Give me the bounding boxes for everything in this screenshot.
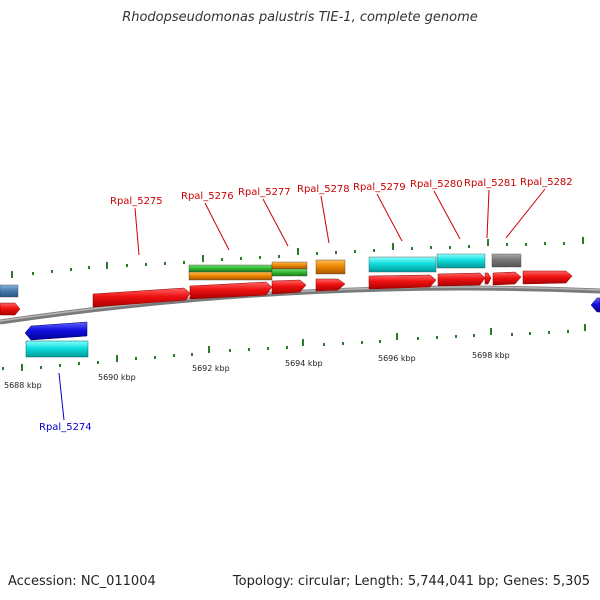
scale-label: 5694 kbp [285,359,323,368]
leader-line-rpal-5280 [433,190,461,240]
gene-label-rpal-5278[interactable]: Rpal_5278 [297,184,350,195]
gene-arrow-red[interactable] [437,272,486,287]
leader-line-rpal-5274 [58,372,65,421]
feature-bar-steel[interactable] [0,284,19,298]
feature-row-upper [0,253,522,298]
reverse-strand-genes [24,297,600,358]
feature-bar-gray[interactable] [491,253,522,268]
gene-arrow-blue[interactable] [590,297,600,313]
leader-line-rpal-5275 [134,207,140,256]
scale-label: 5698 kbp [472,351,510,360]
gene-arrow-red[interactable] [522,270,573,285]
gene-label-rpal-5282[interactable]: Rpal_5282 [520,177,573,188]
leader-line-rpal-5278 [320,195,330,244]
feature-bar-orange[interactable] [271,261,308,270]
feature-bar-green[interactable] [271,268,308,277]
feature-bar-orange[interactable] [315,259,346,275]
gene-arrow-red[interactable] [92,287,191,308]
gene-label-rpal-5281[interactable]: Rpal_5281 [464,178,517,189]
gene-arrow-red[interactable] [368,274,437,290]
feature-bar-cyan[interactable] [436,253,486,269]
genome-backbone [0,285,600,325]
gene-arrow-red[interactable] [484,272,492,285]
feature-bar-cyan[interactable] [368,256,437,273]
gene-arrow-red[interactable] [271,279,307,295]
gene-label-rpal-5277[interactable]: Rpal_5277 [238,187,291,198]
forward-strand-genes [0,270,573,316]
gene-arrow-blue[interactable] [24,321,88,341]
gene-arrow-red[interactable] [315,278,346,292]
scale-label: 5696 kbp [378,354,416,363]
scale-label: 5690 kbp [98,373,136,382]
gene-label-rpal-5275[interactable]: Rpal_5275 [110,196,163,207]
gene-label-rpal-5274[interactable]: Rpal_5274 [39,422,92,433]
genome-summary-text: Topology: circular; Length: 5,744,041 bp… [232,574,590,589]
inner-tick-row [2,324,586,371]
outer-tick-row [11,237,584,278]
gene-label-rpal-5280[interactable]: Rpal_5280 [410,179,463,190]
gene-arrow-red[interactable] [0,302,21,316]
feature-bar-orange[interactable] [188,271,273,281]
map-title: Rhodopseudomonas palustris TIE-1, comple… [122,10,478,25]
gene-arrow-red[interactable] [189,281,273,300]
gene-arrow-red[interactable] [492,271,522,286]
label-leaders [58,188,546,421]
leader-line-rpal-5277 [262,198,289,247]
leader-line-rpal-5279 [376,193,403,242]
feature-bar-green[interactable] [188,264,273,273]
accession-text: Accession: NC_011004 [8,574,156,589]
leader-line-rpal-5276 [204,202,230,251]
gene-label-rpal-5276[interactable]: Rpal_5276 [181,191,234,202]
scale-label: 5688 kbp [4,381,42,390]
leader-line-rpal-5281 [486,189,490,239]
scale-label: 5692 kbp [192,364,230,373]
leader-line-rpal-5282 [505,188,546,239]
feature-bar-cyan[interactable] [25,340,89,358]
gene-label-rpal-5279[interactable]: Rpal_5279 [353,182,406,193]
